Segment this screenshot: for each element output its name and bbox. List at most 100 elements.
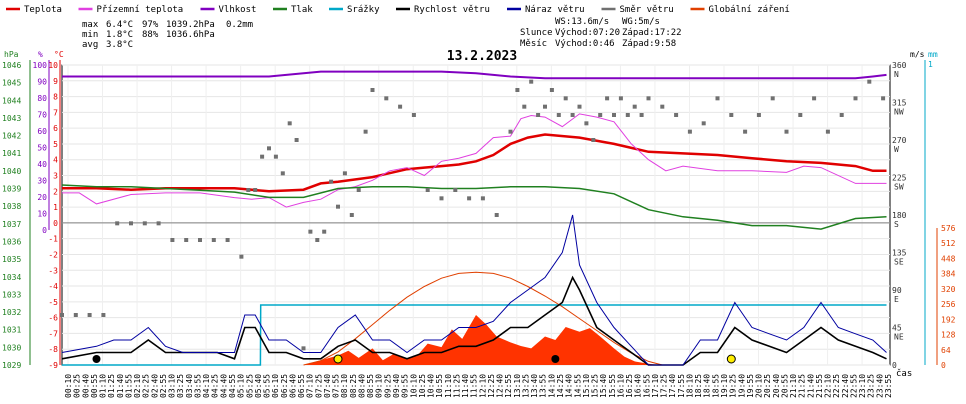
x-tick: 03:10 [168, 374, 177, 398]
hpa-tick: 1044 [2, 96, 21, 105]
x-tick: 03:40 [185, 374, 194, 398]
x-tick: 17:40 [668, 374, 677, 398]
wind-dir-point [342, 171, 347, 176]
wind-dir-point [184, 238, 189, 242]
info-sun-label: Slunce [520, 28, 553, 38]
deg-tick: -8 [48, 345, 58, 354]
series-line-gust [61, 214, 887, 366]
wind-dir-point [308, 229, 313, 234]
ms-unit: m/s [910, 50, 925, 59]
x-tick: 21:10 [789, 374, 798, 398]
deg-tick: 3 [53, 172, 58, 181]
x-tick: 04:10 [202, 374, 211, 398]
x-tick: 18:10 [685, 374, 694, 398]
wind-dir-point [115, 221, 120, 226]
series-line-temp [62, 133, 887, 193]
x-tick: 02:25 [142, 374, 151, 398]
x-tick: 08:25 [349, 374, 358, 398]
x-tick: 07:40 [323, 374, 332, 398]
x-tick: 10:40 [427, 374, 436, 398]
wind-dir-point [156, 221, 161, 226]
dir-compass-tick: N [894, 70, 899, 79]
series-line-rain [62, 304, 887, 366]
wind-dir-point [784, 129, 789, 134]
pct-tick: 60 [37, 127, 47, 136]
x-tick: 14:40 [565, 374, 574, 398]
moon-marker [92, 355, 101, 363]
wind-dir-point [536, 113, 541, 117]
x-tick: 18:40 [703, 374, 712, 398]
hpa-tick: 1045 [2, 79, 21, 88]
wind-dir-point [612, 113, 616, 117]
legend-label: Globální záření [709, 5, 790, 15]
pct-tick: 10 [37, 210, 47, 219]
x-tick: 02:10 [133, 374, 142, 398]
x-tick: 12:55 [504, 374, 513, 398]
deg-tick: 4 [53, 156, 58, 165]
wind-dir-point [336, 204, 340, 209]
legend-label: Rychlost větru [414, 5, 490, 15]
legend-label: Tlak [291, 5, 313, 15]
wind-dir-point [522, 104, 527, 109]
wind-dir-point [529, 79, 534, 84]
x-tick: 14:55 [573, 374, 582, 398]
x-unit-label: čas [896, 368, 912, 379]
x-tick: 13:40 [530, 374, 539, 398]
wind-dir-point [625, 113, 630, 117]
hpa-tick: 1031 [2, 326, 21, 335]
wind-dir-point [743, 129, 748, 134]
wind-dir-point [508, 129, 513, 134]
wind-dir-point [294, 138, 299, 142]
deg-tick: -4 [48, 282, 58, 291]
rad-tick: 576 [941, 224, 956, 233]
x-tick: 05:10 [237, 374, 246, 398]
x-tick: 21:40 [806, 374, 815, 398]
sun-marker [333, 354, 343, 364]
x-tick: 20:10 [755, 374, 764, 398]
x-tick: 21:55 [815, 374, 824, 398]
deg-tick: -5 [48, 298, 58, 307]
wind-dir-point [322, 229, 327, 234]
x-tick: 01:55 [124, 374, 133, 398]
wind-dir-point [715, 96, 720, 101]
wind-dir-point [260, 154, 265, 159]
hpa-tick: 1037 [2, 220, 21, 229]
wind-dir-point [798, 113, 803, 117]
wind-dir-point [60, 313, 64, 317]
wind-dir-point [239, 254, 244, 259]
x-tick: 17:25 [660, 374, 669, 398]
x-tick: 22:10 [824, 374, 833, 398]
x-tick: 20:25 [763, 374, 772, 398]
pct-unit: % [38, 50, 43, 59]
wind-dir-point [687, 129, 692, 134]
series-line-rad_theor [303, 271, 663, 366]
x-tick: 02:40 [150, 374, 159, 398]
rad-tick: 256 [941, 300, 956, 309]
rad-tick: 64 [941, 346, 951, 355]
x-tick: 21:25 [798, 374, 807, 398]
info-sun-set: Západ:17:22 [622, 28, 682, 38]
hpa-tick: 1041 [2, 149, 21, 158]
x-tick: 11:55 [470, 374, 479, 398]
mm-tick: 1 [928, 60, 933, 69]
wind-dir-point [87, 313, 92, 317]
wind-dir-point [370, 88, 375, 92]
hpa-tick: 1043 [2, 114, 21, 123]
wind-dir-point [280, 171, 285, 176]
x-tick: 07:10 [306, 374, 315, 398]
hpa-tick: 1046 [2, 61, 21, 70]
stat-temp: 6.4°C [106, 20, 133, 30]
wind-dir-point [129, 221, 133, 226]
wind-dir-point [398, 104, 403, 109]
wind-dir-point [646, 96, 651, 101]
deg-tick: 9 [53, 77, 58, 86]
hpa-tick: 1029 [2, 361, 21, 370]
x-tick: 17:55 [677, 374, 686, 398]
x-tick: 15:55 [608, 374, 617, 398]
wind-dir-point [453, 188, 458, 192]
x-tick: 08:55 [366, 374, 375, 398]
wind-dir-point [267, 146, 271, 151]
x-tick: 07:25 [314, 374, 323, 398]
wind-dir-point [867, 79, 872, 84]
deg-tick: -3 [48, 266, 58, 275]
